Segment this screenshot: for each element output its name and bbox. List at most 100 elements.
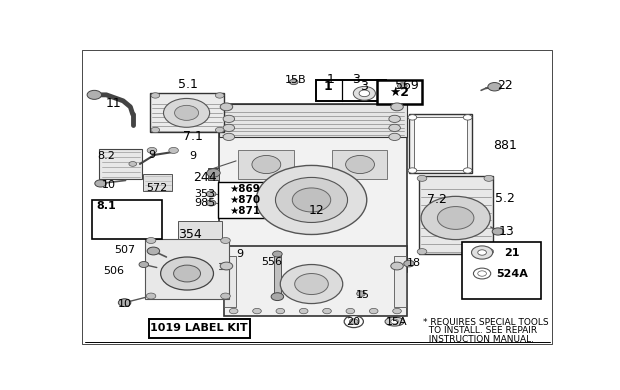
Circle shape (273, 251, 282, 257)
Circle shape (206, 191, 216, 197)
Bar (143, 174, 172, 191)
Text: 572: 572 (146, 183, 167, 193)
Circle shape (391, 262, 403, 270)
Circle shape (389, 115, 401, 122)
Bar (145, 239, 229, 299)
Circle shape (87, 90, 102, 99)
Bar (409, 114, 471, 173)
Bar (332, 151, 388, 179)
Circle shape (353, 87, 375, 100)
Circle shape (223, 133, 234, 140)
Circle shape (129, 161, 136, 166)
Text: 354: 354 (179, 228, 202, 241)
Circle shape (478, 250, 487, 255)
Bar (219, 104, 407, 137)
Text: 5.2: 5.2 (495, 192, 515, 205)
Circle shape (118, 299, 131, 307)
Circle shape (322, 308, 331, 314)
Text: ★870: ★870 (229, 195, 260, 205)
Circle shape (492, 228, 503, 235)
Circle shape (370, 308, 378, 314)
Text: 881: 881 (493, 139, 517, 152)
Circle shape (220, 262, 232, 270)
Circle shape (276, 308, 285, 314)
Text: 507: 507 (114, 245, 135, 255)
Circle shape (292, 188, 330, 212)
Circle shape (397, 83, 407, 89)
Text: 8.2: 8.2 (97, 151, 115, 161)
Circle shape (417, 248, 427, 255)
Text: 15: 15 (355, 289, 370, 300)
Circle shape (484, 248, 494, 255)
Circle shape (404, 260, 414, 267)
Circle shape (151, 93, 160, 98)
Ellipse shape (385, 317, 404, 326)
Text: 3: 3 (352, 73, 360, 86)
Text: 10: 10 (118, 299, 131, 308)
Bar (414, 117, 467, 170)
Bar (149, 319, 249, 338)
Circle shape (421, 196, 490, 239)
Bar (92, 200, 162, 239)
Text: 20: 20 (346, 317, 360, 328)
Circle shape (221, 293, 230, 299)
Text: 353: 353 (194, 189, 215, 199)
Bar (273, 254, 281, 294)
Text: 506: 506 (103, 266, 124, 275)
Bar (316, 80, 386, 101)
Text: 244: 244 (193, 171, 216, 184)
Text: 556: 556 (261, 257, 282, 266)
Bar (377, 80, 422, 105)
Text: 524A: 524A (497, 269, 528, 278)
Circle shape (488, 83, 502, 91)
Text: 9: 9 (148, 150, 156, 160)
Circle shape (252, 156, 281, 174)
Circle shape (471, 246, 493, 259)
Circle shape (175, 105, 198, 121)
Circle shape (164, 98, 210, 127)
Circle shape (350, 319, 358, 324)
Circle shape (391, 319, 399, 324)
Text: 12: 12 (308, 204, 324, 217)
Circle shape (206, 200, 216, 206)
Text: 3: 3 (360, 80, 368, 93)
Text: INSTRUCTION MANUAL.: INSTRUCTION MANUAL. (423, 335, 534, 344)
Text: 18: 18 (407, 258, 421, 268)
Text: 13: 13 (498, 225, 515, 238)
Circle shape (474, 268, 491, 279)
Circle shape (169, 147, 179, 153)
Circle shape (280, 264, 343, 303)
Text: 1: 1 (327, 73, 335, 86)
Circle shape (146, 238, 156, 243)
Circle shape (95, 180, 107, 187)
Text: 7.1: 7.1 (183, 130, 203, 144)
Text: 22: 22 (497, 79, 513, 92)
Text: ★871: ★871 (229, 206, 260, 216)
Circle shape (344, 316, 363, 328)
Circle shape (146, 293, 156, 299)
Circle shape (290, 79, 298, 85)
Text: 7.2: 7.2 (427, 193, 447, 206)
Bar (394, 255, 405, 307)
Text: 569: 569 (395, 79, 418, 92)
Bar (239, 151, 294, 179)
Text: ★869: ★869 (229, 184, 260, 193)
Text: 15A: 15A (386, 317, 408, 328)
Circle shape (256, 165, 367, 234)
Bar (219, 104, 407, 272)
Circle shape (223, 115, 234, 122)
Bar (99, 149, 143, 179)
Text: ★2: ★2 (389, 86, 409, 99)
Circle shape (253, 308, 261, 314)
Bar (224, 255, 236, 307)
Circle shape (275, 177, 348, 222)
Circle shape (463, 115, 472, 120)
Bar (224, 246, 407, 316)
Text: 5.1: 5.1 (178, 78, 198, 91)
Text: 1: 1 (324, 80, 333, 93)
Circle shape (229, 308, 238, 314)
Circle shape (221, 238, 230, 243)
Bar (149, 93, 224, 132)
Circle shape (271, 293, 283, 301)
Circle shape (346, 308, 355, 314)
